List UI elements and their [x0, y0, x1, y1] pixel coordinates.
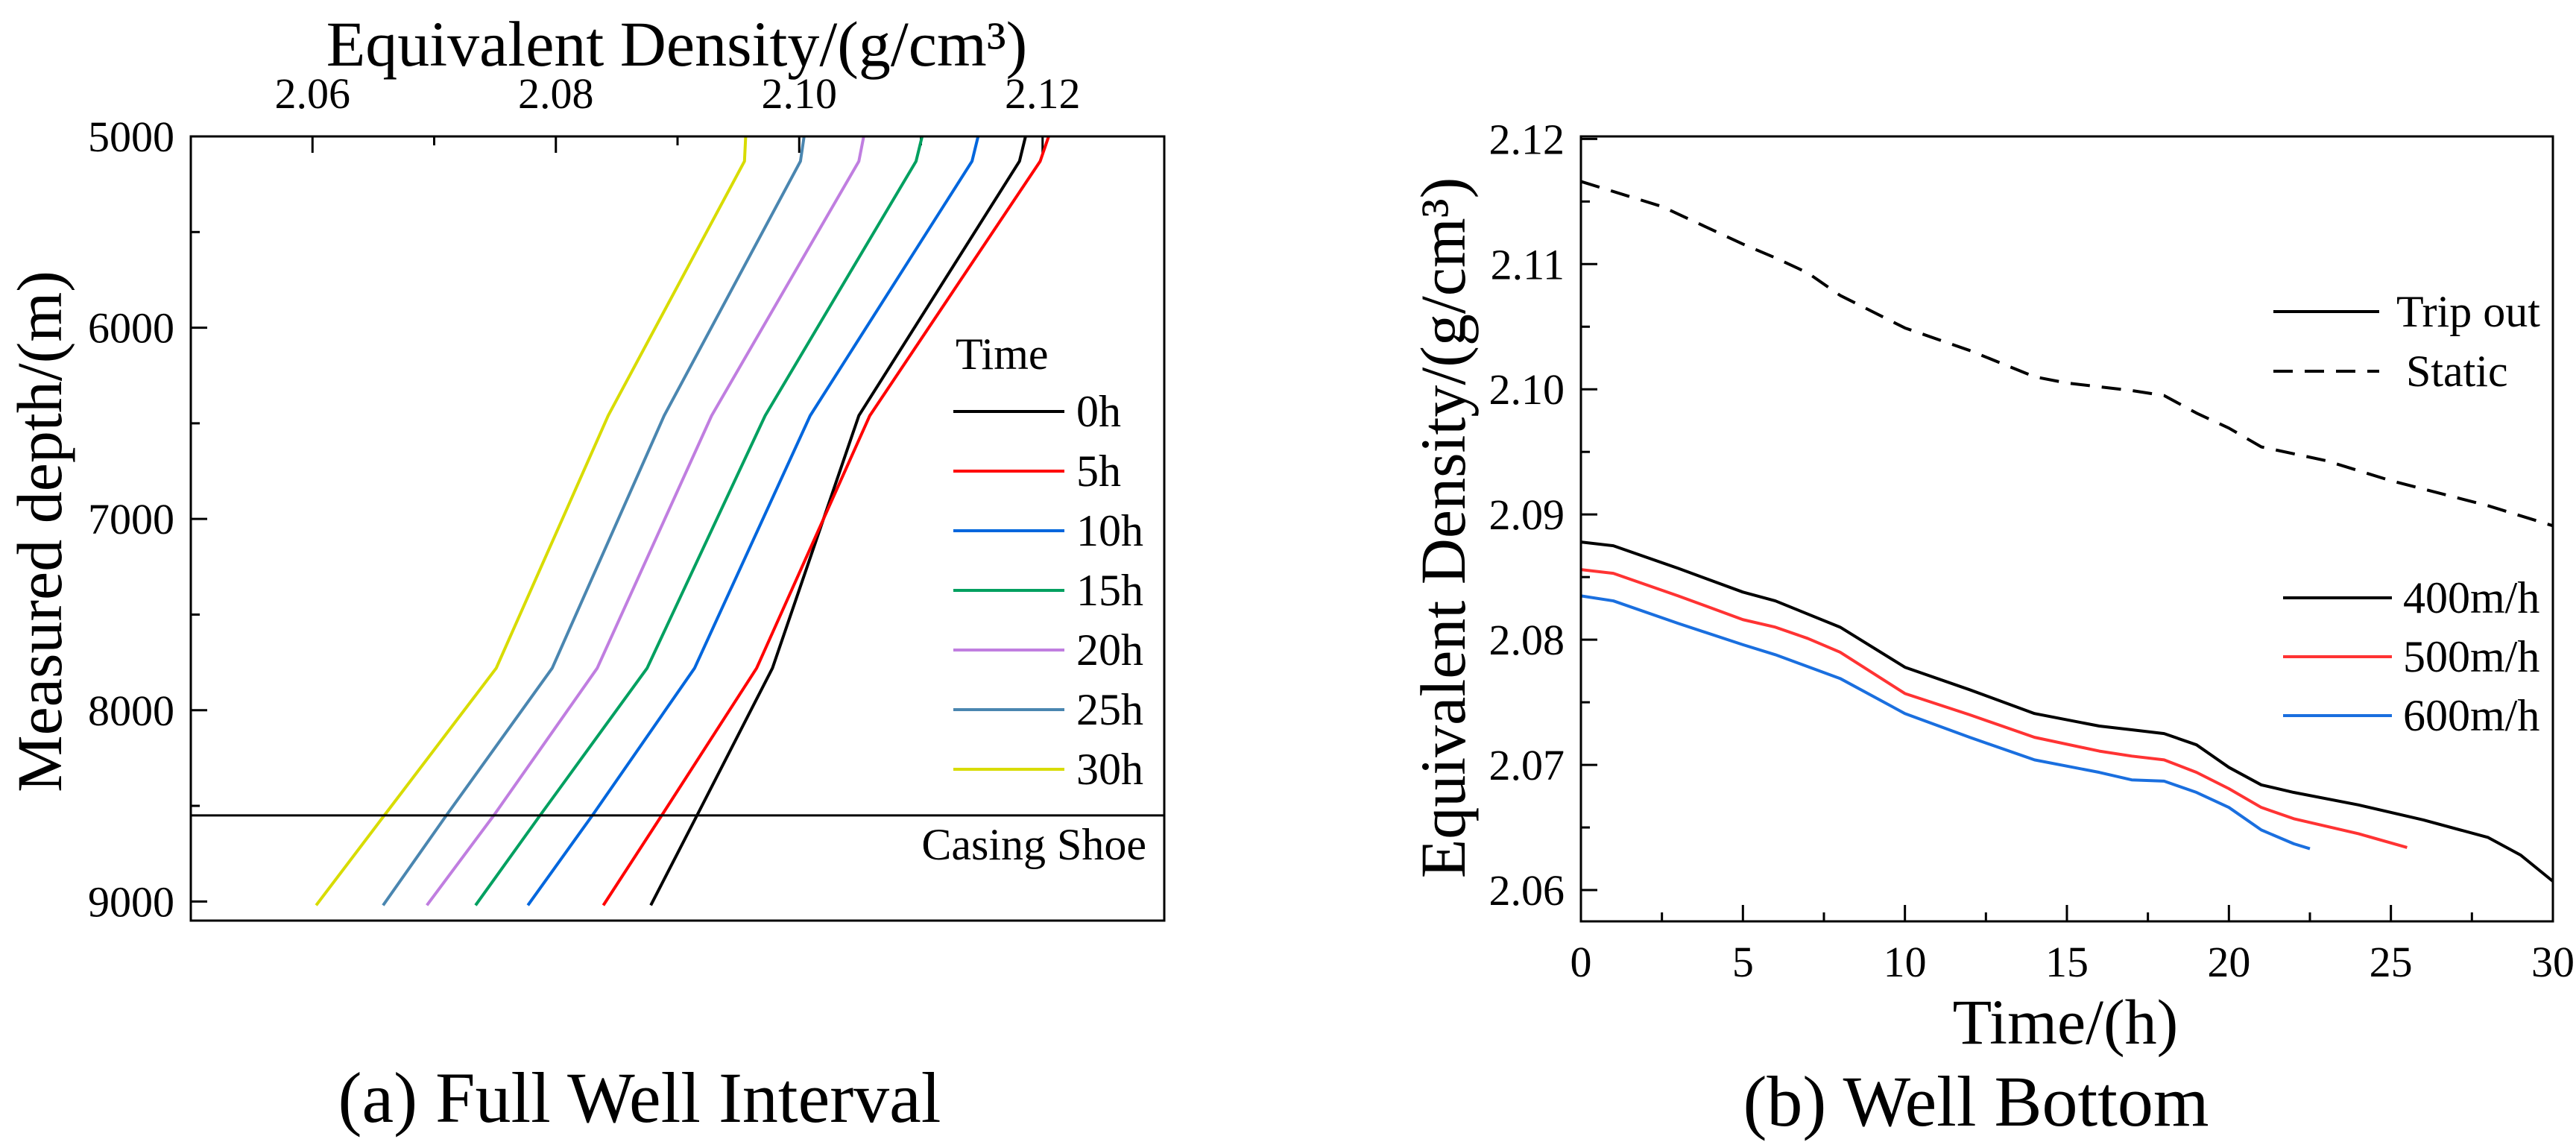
legend-label: 500m/h [2403, 632, 2539, 681]
legend-label: Trip out [2396, 287, 2540, 336]
series-line-Static [1580, 180, 2554, 528]
x-axis-title: Equivalent Density/(g/cm³) [326, 8, 1028, 80]
series-line-25h [382, 136, 806, 906]
x-tick-label: 30 [2531, 938, 2575, 986]
x-tick-label: 25 [2370, 938, 2413, 986]
legend-label: 20h [1076, 625, 1143, 675]
legend: Time 0h 5h 10h 15h 20h 25h 30h [953, 329, 1143, 794]
legend-label: 15h [1076, 566, 1143, 615]
series-line-10h [526, 136, 980, 906]
y-tick-label: 2.09 [1489, 490, 1565, 539]
y-tick-label: 6000 [88, 304, 174, 353]
legend-label: 600m/h [2403, 691, 2539, 740]
x-tick-label: 2.12 [1005, 69, 1081, 118]
casing-shoe-label: Casing Shoe [921, 820, 1146, 869]
legend-label: Static [2406, 347, 2508, 396]
legend-label: 30h [1076, 745, 1143, 794]
x-axis-title: Time/(h) [1953, 986, 2179, 1058]
x-tick-label: 5 [1732, 938, 1754, 986]
caption: (b) Well Bottom [1743, 1061, 2209, 1141]
x-tick-label: 2.10 [762, 69, 838, 118]
legend-label: 10h [1076, 506, 1143, 555]
x-tick-label: 2.06 [275, 69, 351, 118]
series-lines [1580, 180, 2554, 883]
plot-frame [1579, 135, 2554, 923]
y-tick-label: 2.10 [1489, 365, 1565, 414]
x-tick-label: 20 [2207, 938, 2250, 986]
y-tick-label: 8000 [88, 687, 174, 735]
y-tick-label: 5000 [88, 113, 174, 161]
x-tick-label: 0 [1570, 938, 1592, 986]
legend-title: Time [956, 329, 1049, 379]
legend-label: 5h [1076, 447, 1121, 496]
y-tick-label: 7000 [88, 495, 174, 543]
series-line-20h [426, 136, 865, 906]
series-line-15h [474, 136, 924, 906]
chart-well-bottom: Time/(h) Equivalent Density/(g/cm³) 0 5 10… [1407, 115, 2575, 1141]
y-tick-label: 2.12 [1489, 115, 1565, 163]
legend-label: 25h [1076, 685, 1143, 734]
plot-frame [189, 135, 1166, 922]
chart-full-well-interval: Equivalent Density/(g/cm³) Measured dept… [4, 8, 1166, 1138]
series-line-600m-h [1580, 594, 2311, 851]
y-tick-label: 9000 [88, 877, 174, 926]
y-tick-label: 2.06 [1489, 866, 1565, 915]
series-lines [315, 136, 1050, 906]
x-tick-label: 2.08 [518, 69, 594, 118]
axis-ticks: 2.06 2.08 2.10 2.12 5000 6000 7000 8000 9000 [88, 69, 1081, 926]
series-line-500m-h [1580, 568, 2408, 849]
legend-label: 400m/h [2403, 573, 2539, 622]
series-line-30h [315, 136, 748, 906]
series-line-0h [649, 136, 1027, 906]
y-tick-label: 2.07 [1489, 741, 1565, 789]
y-axis-title: Measured depth/(m) [4, 271, 75, 792]
axis-ticks: 0 5 10 15 20 25 30 2.06 2.07 2.08 2.09 2.10 2.11 2.12 [1489, 115, 2575, 986]
y-axis-title: Equivalent Density/(g/cm³) [1407, 177, 1479, 879]
series-line-400m-h [1580, 540, 2554, 883]
y-tick-label: 2.08 [1489, 616, 1565, 664]
legend-label: 0h [1076, 387, 1121, 436]
x-tick-label: 10 [1884, 938, 1927, 986]
caption: (a) Full Well Interval [338, 1058, 941, 1138]
y-tick-label: 2.11 [1491, 240, 1565, 288]
series-line-5h [602, 136, 1050, 906]
x-tick-label: 15 [2045, 938, 2089, 986]
legend: Trip out Static 400m/h 500m/h 600m/h [2273, 287, 2540, 740]
